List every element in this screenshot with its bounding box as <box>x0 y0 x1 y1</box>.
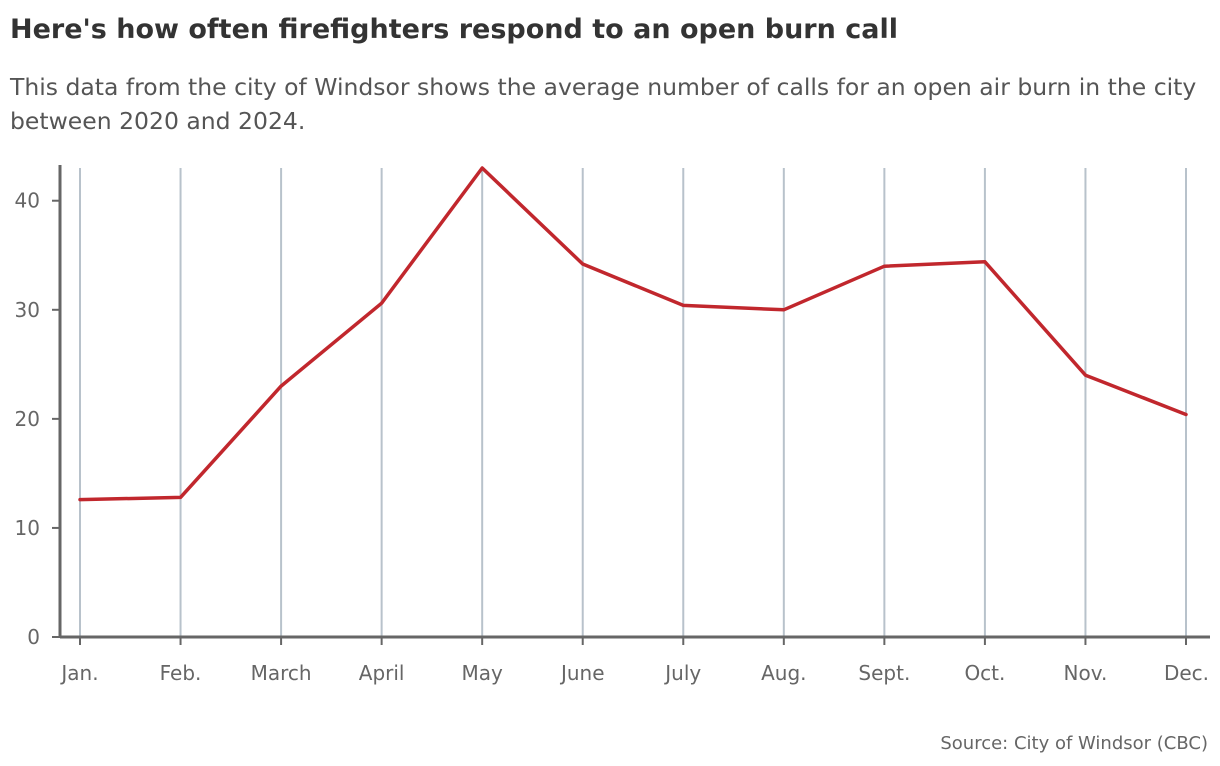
x-tick-label-2: March <box>251 661 312 685</box>
y-axis: 0 10 20 30 40 <box>15 165 62 649</box>
x-tick-label-3: April <box>359 661 405 685</box>
x-axis: Jan. Feb. March April May June July Aug. Sept. Oc… <box>59 635 1210 685</box>
y-tick-label-3: 30 <box>15 298 40 322</box>
series-line-0 <box>78 166 1188 502</box>
x-tick-label-10: Nov. <box>1064 661 1108 685</box>
chart-title: Here's how often firefighters respond to… <box>10 14 898 45</box>
series-group <box>78 166 1188 502</box>
line-chart: 0 10 20 30 40 Jan. Feb. March April May June July A… <box>15 165 1210 685</box>
x-tick-label-5: June <box>559 661 605 685</box>
y-tick-label-0: 0 <box>27 625 40 649</box>
chart-subtitle: This data from the city of Windsor shows… <box>10 73 1197 135</box>
x-tick-label-1: Feb. <box>160 661 202 685</box>
x-tick-label-11: Dec. <box>1164 661 1209 685</box>
y-tick-label-4: 40 <box>15 189 40 213</box>
x-tick-label-6: July <box>663 661 701 685</box>
gridlines <box>79 168 1187 637</box>
y-tick-label-2: 20 <box>15 407 40 431</box>
y-tick-label-1: 10 <box>15 516 40 540</box>
x-tick-label-8: Sept. <box>858 661 910 685</box>
x-tick-label-0: Jan. <box>59 661 98 685</box>
source-credit: Source: City of Windsor (CBC) <box>940 733 1208 754</box>
x-tick-label-7: Aug. <box>761 661 806 685</box>
x-tick-label-4: May <box>462 661 504 685</box>
x-tick-label-9: Oct. <box>964 661 1005 685</box>
